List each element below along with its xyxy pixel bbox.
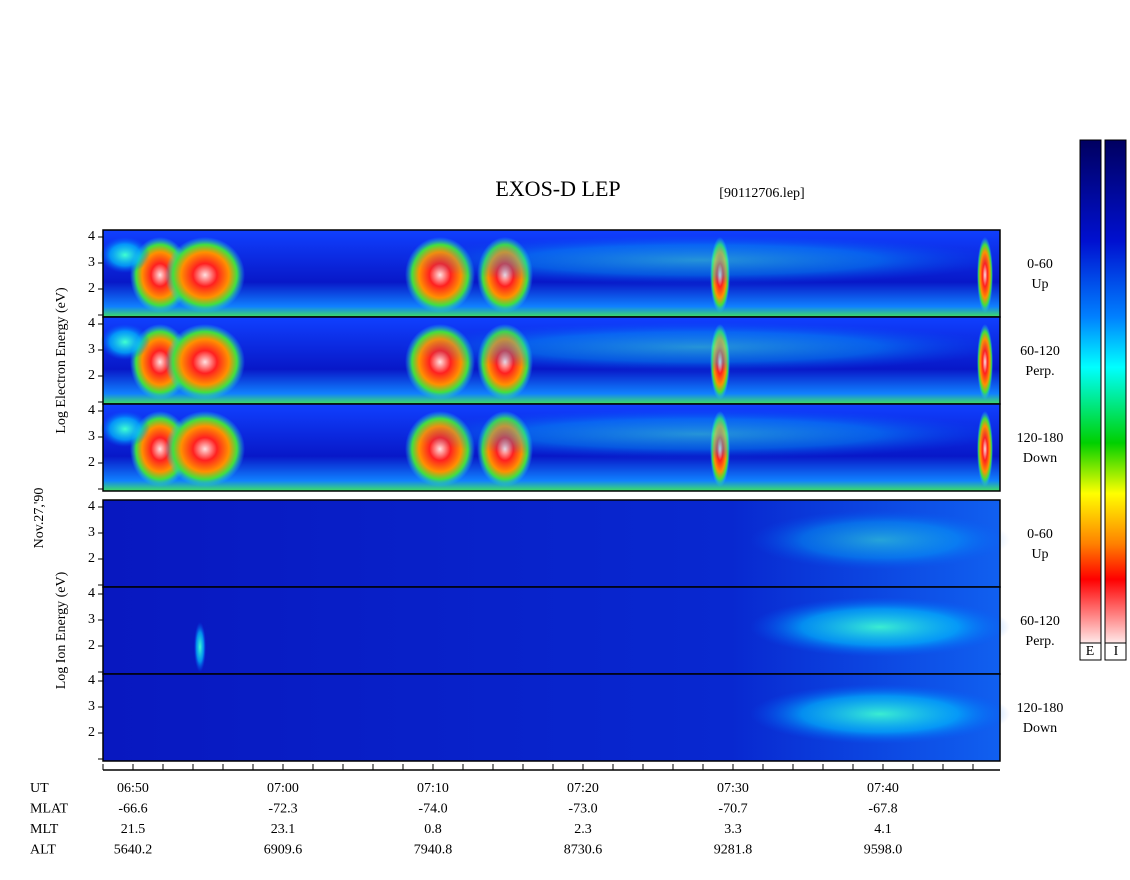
spectrogram-feature xyxy=(750,684,1010,744)
y-tick-label: 4 xyxy=(88,403,95,418)
y-tick-label: 2 xyxy=(88,638,95,653)
colorbar-label: I xyxy=(1114,644,1119,659)
title: EXOS-D LEP xyxy=(495,176,620,201)
y-tick-label: 4 xyxy=(88,499,95,514)
colorbar-box xyxy=(1104,642,1127,661)
row-name: MLAT xyxy=(30,802,69,817)
colorbar-i xyxy=(1104,139,1127,646)
y-tick-label: 3 xyxy=(88,699,95,714)
spectrogram-feature xyxy=(100,411,150,447)
row-value: 9598.0 xyxy=(864,843,903,858)
row-value: -66.6 xyxy=(118,802,147,817)
y-axis-label: Log Electron Energy (eV) xyxy=(54,287,69,434)
row-value: 2.3 xyxy=(574,822,592,837)
y-tick-label: 3 xyxy=(88,342,95,357)
y-tick-label: 2 xyxy=(88,551,95,566)
row-value: 8730.6 xyxy=(564,843,603,858)
panel-frame xyxy=(102,403,1001,492)
row-value: 07:10 xyxy=(417,781,449,796)
colorbar-e xyxy=(1079,139,1102,646)
spectrogram-feature xyxy=(750,597,1010,657)
row-value: -73.0 xyxy=(568,802,597,817)
panel-label: 0-60 xyxy=(1027,257,1053,272)
y-tick-label: 3 xyxy=(88,525,95,540)
panel-label: 60-120 xyxy=(1020,614,1060,629)
panel-label: Down xyxy=(1023,451,1057,466)
file-name: [90112706.lep] xyxy=(719,186,804,201)
y-tick-label: 4 xyxy=(88,586,95,601)
spectrogram-feature xyxy=(100,237,150,273)
panel-label: Up xyxy=(1031,277,1048,292)
row-value: -74.0 xyxy=(418,802,447,817)
colorbar-box xyxy=(1079,642,1102,661)
y-tick-label: 4 xyxy=(88,229,95,244)
panel-label: Perp. xyxy=(1025,634,1054,649)
row-value: 21.5 xyxy=(121,822,146,837)
panel-label: 60-120 xyxy=(1020,344,1060,359)
row-value: 0.8 xyxy=(424,822,442,837)
panel-frame xyxy=(102,673,1001,762)
panel-label: 120-180 xyxy=(1017,701,1064,716)
date-label: Nov.27,'90 xyxy=(32,488,47,549)
row-value: 07:40 xyxy=(867,781,899,796)
row-name: UT xyxy=(30,781,49,796)
y-tick-label: 4 xyxy=(88,316,95,331)
y-tick-label: 2 xyxy=(88,455,95,470)
spectrogram-feature xyxy=(977,237,993,313)
row-value: 07:20 xyxy=(567,781,599,796)
row-name: ALT xyxy=(30,843,56,858)
spectrogram-feature xyxy=(977,324,993,400)
row-value: -72.3 xyxy=(268,802,297,817)
spectrogram-feature xyxy=(100,324,150,360)
spectrogram-feature xyxy=(165,324,245,400)
row-value: 07:00 xyxy=(267,781,299,796)
panel-label: 0-60 xyxy=(1027,527,1053,542)
spectrogram-feature xyxy=(400,235,1000,285)
spectrogram-feature xyxy=(165,237,245,313)
panel-label: Down xyxy=(1023,721,1057,736)
row-value: 07:30 xyxy=(717,781,749,796)
spectrogram-feature xyxy=(750,510,1010,570)
row-value: 3.3 xyxy=(724,822,742,837)
row-value: 6909.6 xyxy=(264,843,303,858)
y-axis-label: Log Ion Energy (eV) xyxy=(54,571,69,689)
spectrogram-feature xyxy=(400,322,1000,372)
y-tick-label: 2 xyxy=(88,368,95,383)
y-tick-label: 3 xyxy=(88,255,95,270)
row-name: MLT xyxy=(30,822,59,837)
colorbar-label: E xyxy=(1086,644,1095,659)
row-value: 7940.8 xyxy=(414,843,453,858)
y-tick-label: 3 xyxy=(88,612,95,627)
y-tick-label: 3 xyxy=(88,429,95,444)
row-value: 4.1 xyxy=(874,822,892,837)
panel-label: Up xyxy=(1031,547,1048,562)
spectrogram-feature xyxy=(977,411,993,487)
y-tick-label: 2 xyxy=(88,725,95,740)
spectrogram-feature xyxy=(165,411,245,487)
panel-label: 120-180 xyxy=(1017,431,1064,446)
row-value: -70.7 xyxy=(718,802,747,817)
row-value: 06:50 xyxy=(117,781,149,796)
row-value: -67.8 xyxy=(868,802,897,817)
panel-label: Perp. xyxy=(1025,364,1054,379)
row-value: 9281.8 xyxy=(714,843,753,858)
y-tick-label: 4 xyxy=(88,673,95,688)
y-tick-label: 2 xyxy=(88,281,95,296)
row-value: 23.1 xyxy=(271,822,296,837)
spectrogram-feature xyxy=(194,622,206,672)
spectrogram-feature xyxy=(400,409,1000,459)
row-value: 5640.2 xyxy=(114,843,153,858)
